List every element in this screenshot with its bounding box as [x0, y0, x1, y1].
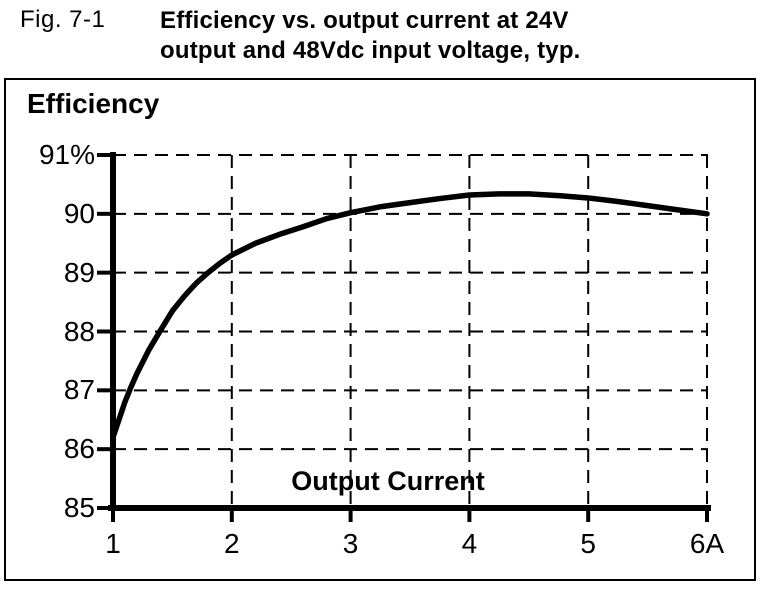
y-axis-title: Efficiency — [27, 88, 160, 119]
x-tick-label: 6A — [689, 528, 725, 559]
y-tick-label: 91% — [38, 139, 95, 170]
y-tick-label: 85 — [63, 492, 95, 523]
y-tick-label: 89 — [63, 256, 95, 288]
figure-title-line2: output and 48Vdc input voltage, typ. — [160, 37, 581, 64]
y-tick-label: 87 — [63, 374, 95, 406]
x-axis-title: Output Current — [291, 466, 485, 496]
figure-caption: Fig. 7-1 Efficiency vs. output current a… — [20, 6, 581, 66]
y-tick-label: 90 — [63, 197, 95, 229]
figure-title: Efficiency vs. output current at 24V out… — [160, 6, 581, 66]
y-tick-label: 88 — [63, 315, 95, 347]
figure-title-line1: Efficiency vs. output current at 24V — [160, 7, 569, 34]
x-tick-label: 4 — [461, 528, 478, 559]
x-tick-label: 1 — [105, 528, 121, 559]
x-tick-label: 5 — [580, 528, 596, 559]
y-tick-label: 86 — [63, 433, 95, 465]
figure-number: Fig. 7-1 — [20, 6, 106, 33]
x-tick-label: 2 — [224, 528, 240, 559]
x-tick-label: 3 — [342, 528, 359, 559]
chart-frame — [4, 78, 756, 581]
